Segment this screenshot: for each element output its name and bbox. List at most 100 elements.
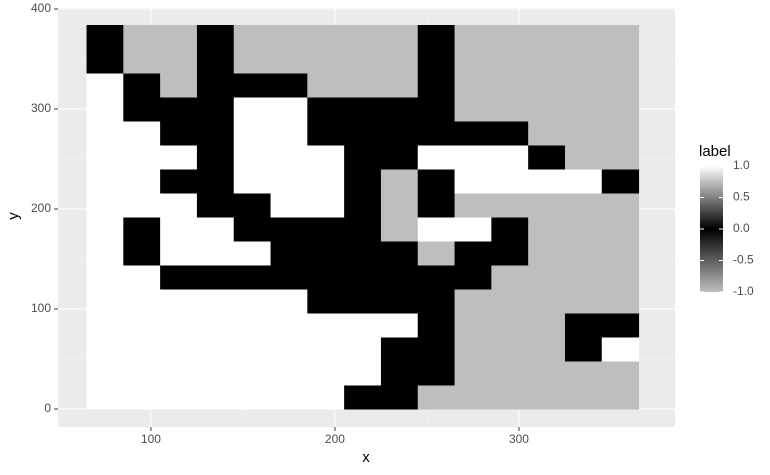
- tile: [601, 337, 640, 362]
- tile: [233, 265, 272, 290]
- tile: [196, 337, 235, 362]
- tile: [270, 145, 308, 170]
- tile: [380, 241, 419, 266]
- tile: [86, 193, 124, 218]
- tile: [601, 217, 640, 242]
- tile: [307, 361, 345, 386]
- tile: [196, 121, 235, 146]
- tile: [123, 289, 161, 314]
- colorbar-tick-label: -0.5: [733, 253, 754, 267]
- tile: [528, 169, 566, 194]
- tile: [86, 361, 124, 386]
- tile: [160, 73, 198, 98]
- tile: [160, 241, 198, 266]
- tile: [233, 49, 272, 74]
- tile: [601, 361, 640, 386]
- tile: [86, 385, 124, 410]
- tile: [417, 313, 456, 338]
- colorbar-tick-label: 0.5: [733, 190, 750, 204]
- x-tick-label: 100: [141, 432, 161, 446]
- tile: [344, 241, 382, 266]
- tile: [564, 25, 603, 50]
- tile: [380, 289, 419, 314]
- tile: [86, 169, 124, 194]
- tile: [233, 361, 272, 386]
- tile: [454, 337, 492, 362]
- tile: [233, 121, 272, 146]
- tile: [491, 361, 529, 386]
- tile: [233, 241, 272, 266]
- tile: [417, 25, 456, 50]
- tile: [417, 97, 456, 122]
- tile: [564, 313, 603, 338]
- tile: [86, 313, 124, 338]
- tile: [196, 265, 235, 290]
- tile: [564, 241, 603, 266]
- tile: [528, 289, 566, 314]
- y-tick-label: 300: [31, 101, 51, 115]
- tile: [344, 217, 382, 242]
- tile: [344, 265, 382, 290]
- tile: [380, 193, 419, 218]
- y-tick-label: 200: [31, 201, 51, 215]
- tile: [123, 169, 161, 194]
- tile: [417, 385, 456, 410]
- tile: [528, 385, 566, 410]
- tile: [270, 265, 308, 290]
- tile: [491, 313, 529, 338]
- tile: [417, 169, 456, 194]
- tile: [601, 121, 640, 146]
- tile: [601, 145, 640, 170]
- tile: [380, 145, 419, 170]
- tile: [491, 121, 529, 146]
- tile: [160, 97, 198, 122]
- tile: [307, 265, 345, 290]
- tile: [344, 337, 382, 362]
- x-tick-label: 200: [325, 432, 345, 446]
- tile: [270, 361, 308, 386]
- tile: [528, 73, 566, 98]
- tile: [564, 361, 603, 386]
- tile: [344, 25, 382, 50]
- tile: [233, 385, 272, 410]
- tile: [528, 217, 566, 242]
- tile: [233, 217, 272, 242]
- tile: [528, 25, 566, 50]
- tile: [123, 73, 161, 98]
- tile: [380, 97, 419, 122]
- tile: [86, 217, 124, 242]
- tile: [344, 145, 382, 170]
- tile: [233, 97, 272, 122]
- tile: [233, 25, 272, 50]
- tile: [270, 121, 308, 146]
- tile: [491, 265, 529, 290]
- tile: [454, 313, 492, 338]
- tile: [380, 25, 419, 50]
- tile: [233, 169, 272, 194]
- tile: [380, 265, 419, 290]
- tile: [454, 241, 492, 266]
- tile: [86, 145, 124, 170]
- tile: [454, 265, 492, 290]
- tile: [307, 145, 345, 170]
- tile: [491, 337, 529, 362]
- tile: [307, 289, 345, 314]
- tile: [123, 145, 161, 170]
- tile: [307, 49, 345, 74]
- tile: [307, 337, 345, 362]
- tile: [86, 337, 124, 362]
- tile: [86, 97, 124, 122]
- tile: [417, 145, 456, 170]
- tile: [344, 313, 382, 338]
- tile: [564, 193, 603, 218]
- tile: [417, 289, 456, 314]
- tile: [233, 313, 272, 338]
- tile: [270, 193, 308, 218]
- tile: [196, 145, 235, 170]
- tile: [196, 49, 235, 74]
- tile: [123, 313, 161, 338]
- tile: [160, 337, 198, 362]
- tile: [491, 385, 529, 410]
- tile: [196, 73, 235, 98]
- tile: [344, 121, 382, 146]
